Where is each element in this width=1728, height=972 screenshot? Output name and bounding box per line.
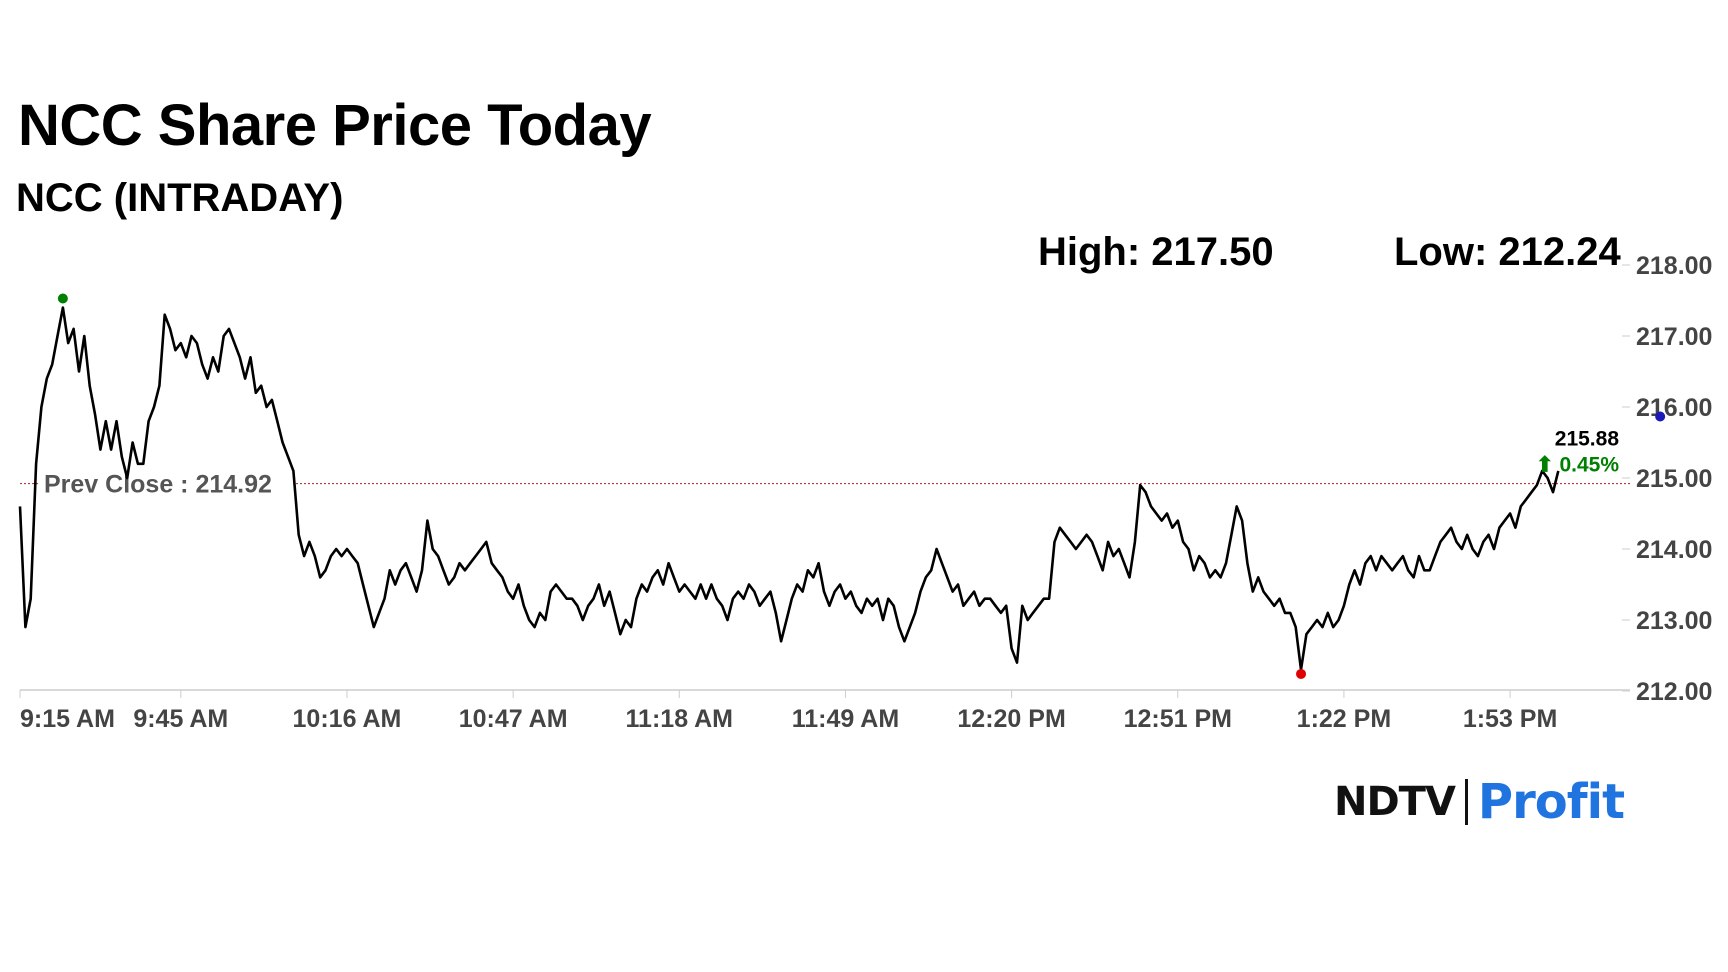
high-value: High: 217.50 bbox=[1038, 230, 1274, 274]
page-title: NCC Share Price Today bbox=[18, 93, 652, 158]
x-tick-label: 12:51 PM bbox=[1124, 705, 1232, 733]
y-tick-label: 213.00 bbox=[1636, 607, 1712, 635]
high-marker bbox=[57, 293, 68, 304]
x-tick-label: 11:49 AM bbox=[792, 705, 899, 733]
chart-subtitle: NCC (INTRADAY) bbox=[16, 176, 344, 220]
y-tick-label: 216.00 bbox=[1636, 394, 1712, 422]
prev-close-label-bg bbox=[38, 465, 296, 500]
y-tick-label: 218.00 bbox=[1636, 252, 1712, 280]
x-tick-label: 1:53 PM bbox=[1463, 705, 1557, 733]
intraday-price-chart: 218.00 217.00 216.00 215.00 214.00 213.00 212.… bbox=[18, 252, 1712, 733]
change-percent-label: ⬆ 0.45% bbox=[1536, 454, 1619, 477]
last-price-label: 215.88 bbox=[1555, 428, 1620, 451]
price-line bbox=[18, 306, 1560, 671]
y-tick-label: 215.00 bbox=[1636, 465, 1712, 493]
prev-close-label: Prev Close : 214.92 bbox=[44, 471, 272, 499]
x-tick-label: 12:20 PM bbox=[957, 705, 1065, 733]
y-tick-label: 217.00 bbox=[1636, 323, 1712, 351]
logo-profit: Profit bbox=[1477, 774, 1625, 830]
logo-ndtv: NDTV bbox=[1334, 779, 1456, 825]
x-tick-label: 9:45 AM bbox=[133, 705, 228, 733]
y-tick-label: 214.00 bbox=[1636, 536, 1712, 564]
y-tick-label: 212.00 bbox=[1636, 678, 1712, 706]
low-marker bbox=[1296, 668, 1307, 679]
x-tick-label: 1:22 PM bbox=[1297, 705, 1391, 733]
last-price-marker bbox=[1655, 411, 1666, 422]
x-tick-label: 10:47 AM bbox=[459, 705, 568, 733]
ndtv-profit-logo: NDTV Profit bbox=[1334, 772, 1625, 832]
logo-divider bbox=[1464, 779, 1468, 825]
x-tick-label: 9:15 AM bbox=[20, 705, 115, 733]
x-tick-label: 11:18 AM bbox=[626, 705, 733, 733]
x-tick-label: 10:16 AM bbox=[293, 705, 402, 733]
low-value: Low: 212.24 bbox=[1394, 230, 1621, 274]
